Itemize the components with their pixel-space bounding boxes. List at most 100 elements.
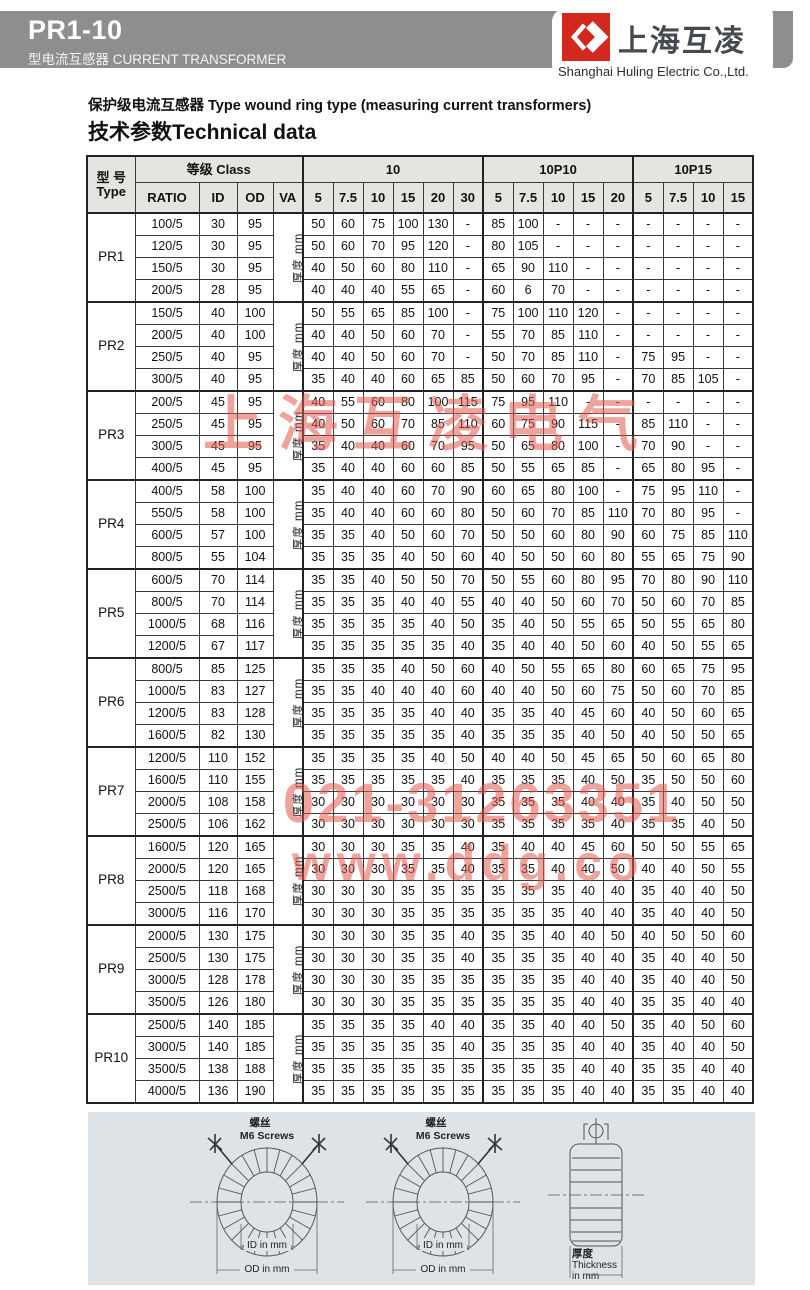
cell: 3000/5 <box>134 969 200 992</box>
cell: 45 <box>198 457 238 481</box>
cell: - <box>602 435 634 458</box>
cell: - <box>722 502 754 525</box>
cell: 115 <box>452 390 484 414</box>
cell: 50 <box>422 568 454 592</box>
cell: 75 <box>692 546 724 570</box>
cell: 55 <box>512 457 544 481</box>
screw-icon <box>207 1134 223 1153</box>
cell: 50 <box>722 902 754 926</box>
cell: 100 <box>236 524 274 547</box>
table-row: 150/5 30 95 40 50 60 80 110-65 90 110- - - - - - <box>87 257 754 280</box>
cell: 60 <box>392 457 424 481</box>
cell: - <box>602 235 634 258</box>
cell: - <box>602 390 634 414</box>
cell: 65 <box>692 613 724 636</box>
model-cell-PR1: PR1 <box>86 212 136 303</box>
company-logo-box: 上海互凌 Shanghai Huling Electric Co.,Ltd. <box>552 8 773 81</box>
cell: 80 <box>572 568 604 592</box>
cell: 75 <box>632 346 664 369</box>
cell: 126 <box>198 991 238 1015</box>
cell: 35 <box>422 991 454 1015</box>
cell: 35 <box>482 1058 514 1081</box>
cell: 35 <box>542 1058 574 1081</box>
cell: 85 <box>452 368 484 392</box>
cell: 40 <box>392 546 424 570</box>
cell: 35 <box>392 947 424 970</box>
cell: 35 <box>392 835 424 859</box>
cell: 30 <box>422 791 454 814</box>
cell: 600/5 <box>134 568 200 592</box>
cell: 35 <box>422 635 454 659</box>
cell: 40 <box>452 724 484 748</box>
cell: 60 <box>362 390 394 414</box>
cell: 40 <box>692 880 724 903</box>
cell: 70 <box>512 324 544 347</box>
cell: 35 <box>422 724 454 748</box>
cell: 50 <box>362 324 394 347</box>
cell: 35 <box>302 591 334 614</box>
cell: - <box>452 212 484 236</box>
cell: 120 <box>198 835 238 859</box>
cell: 50 <box>602 1013 634 1037</box>
cell: 50 <box>512 657 544 681</box>
cell: 70 <box>198 591 238 614</box>
cell: 110 <box>662 413 694 436</box>
col-header-10-30: 30 <box>452 182 484 214</box>
cell: 57 <box>198 524 238 547</box>
cell: - <box>572 235 604 258</box>
cell: 116 <box>236 613 274 636</box>
cell: 35 <box>542 769 574 792</box>
cell: 85 <box>422 413 454 436</box>
cell: 95 <box>236 413 274 436</box>
cell: 50 <box>512 524 544 547</box>
cell: 600/5 <box>134 524 200 547</box>
cell: 60 <box>572 546 604 570</box>
cell: 60 <box>482 479 514 503</box>
screw-label-cn: 螺丝 <box>250 1116 271 1129</box>
cell: - <box>542 212 574 236</box>
cell: 35 <box>332 680 364 703</box>
cell: 40 <box>512 835 544 859</box>
cell: 40 <box>332 435 364 458</box>
cell: 550/5 <box>134 502 200 525</box>
cell: 35 <box>482 635 514 659</box>
cell: 35 <box>632 1013 664 1037</box>
cell: 35 <box>662 1080 694 1104</box>
cell: 60 <box>362 257 394 280</box>
cell: 35 <box>362 591 394 614</box>
thickness-mm-label: 厚度 mm <box>292 232 303 284</box>
cell: 35 <box>392 1036 424 1059</box>
cell: 35 <box>572 813 604 837</box>
cell: 85 <box>542 346 574 369</box>
cell: 50 <box>692 724 724 748</box>
cell: 50 <box>602 724 634 748</box>
cell: 50 <box>692 791 724 814</box>
cell: - <box>632 279 664 303</box>
table-row: PR1 100/5 30 95 厚度 mm 50 60 75 100 130-85 100- - - - -… <box>86 212 754 303</box>
cell: 67 <box>198 635 238 659</box>
cell: 95 <box>662 346 694 369</box>
cell: 100/5 <box>134 212 200 236</box>
screw-icon <box>311 1134 327 1153</box>
cell: - <box>452 257 484 280</box>
thickness-mm-label: 厚度 mm <box>292 944 303 996</box>
cell: 60 <box>392 502 424 525</box>
ring-spokes <box>393 1148 493 1256</box>
cell: 30 <box>362 791 394 814</box>
cell: 100 <box>392 212 424 236</box>
cell: 60 <box>662 746 694 770</box>
cell: 60 <box>572 680 604 703</box>
cell: 35 <box>482 1036 514 1059</box>
cell: 厚度 mm <box>272 390 304 481</box>
cell: 30 <box>332 924 364 948</box>
cell: 35 <box>332 1080 364 1104</box>
model-cell-PR4: PR4 <box>86 479 136 570</box>
cell: - <box>722 324 754 347</box>
thickness-mm-label: 厚度 mm <box>292 677 303 729</box>
cell: - <box>572 279 604 303</box>
cell: 40 <box>362 479 394 503</box>
cell: 90 <box>542 413 574 436</box>
cell: - <box>722 301 754 325</box>
cell: 40 <box>572 858 604 881</box>
cell: 75 <box>662 524 694 547</box>
